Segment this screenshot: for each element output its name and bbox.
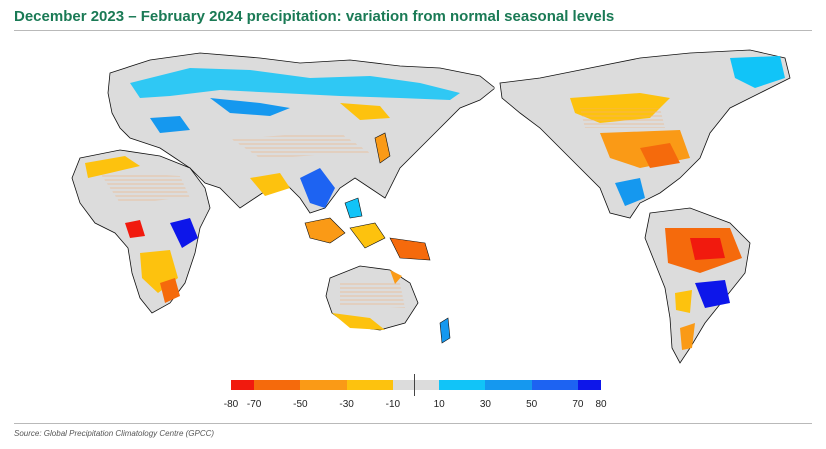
legend-swatch bbox=[346, 380, 393, 390]
legend-tick: -50 bbox=[293, 399, 308, 410]
legend-swatch bbox=[577, 380, 601, 390]
legend-swatch bbox=[531, 380, 578, 390]
legend-tick: -10 bbox=[385, 399, 401, 410]
legend-tick: -30 bbox=[339, 399, 354, 410]
japan-new-zealand bbox=[374, 132, 451, 344]
legend-tick: 80 bbox=[595, 399, 607, 410]
eurasia bbox=[107, 52, 496, 214]
bottom-divider bbox=[14, 423, 812, 424]
africa bbox=[71, 149, 211, 314]
legend-zero-marker bbox=[414, 374, 415, 396]
legend-swatch bbox=[485, 380, 532, 390]
legend-swatch bbox=[231, 380, 255, 390]
legend-swatch bbox=[439, 380, 486, 390]
legend-swatch bbox=[254, 380, 301, 390]
legend-tick: 10 bbox=[433, 399, 445, 410]
legend-tick: 70 bbox=[572, 399, 584, 410]
legend-tick: 50 bbox=[526, 399, 538, 410]
color-legend bbox=[231, 380, 601, 392]
chart-title: December 2023 – February 2024 precipitat… bbox=[14, 8, 615, 25]
south-america bbox=[644, 207, 751, 364]
legend-tick: 30 bbox=[479, 399, 491, 410]
legend-tick: -70 bbox=[246, 399, 262, 410]
top-divider bbox=[14, 30, 812, 31]
maritime-southeast-asia bbox=[304, 197, 431, 261]
legend-swatch bbox=[300, 380, 347, 390]
legend-swatch bbox=[392, 380, 440, 390]
north-america bbox=[499, 49, 791, 219]
legend-tick-labels: -80 -70 -50 -30 -10 10 30 50 70 80 bbox=[0, 399, 826, 413]
legend-tick: -80 bbox=[223, 399, 239, 410]
australia bbox=[325, 265, 419, 331]
precipitation-anomaly-map bbox=[71, 49, 791, 364]
source-note: Source: Global Precipitation Climatology… bbox=[14, 429, 215, 438]
